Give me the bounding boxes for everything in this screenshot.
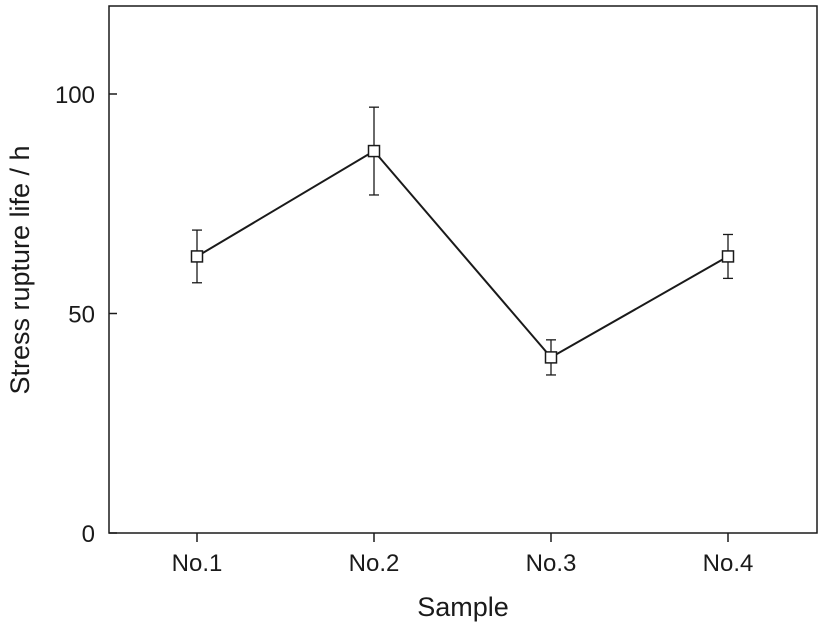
x-tick-label: No.2	[349, 550, 400, 577]
series-layer	[190, 106, 735, 376]
y-tick-label: 100	[55, 82, 95, 109]
series-line	[196, 149, 729, 359]
x-axis-title: Sample	[417, 592, 509, 622]
x-tick-label: No.1	[172, 550, 223, 577]
data-point-marker	[190, 250, 204, 263]
x-tick-label: No.4	[703, 550, 754, 577]
x-tick-label: No.3	[526, 550, 577, 577]
plot-frame	[108, 5, 818, 534]
data-point-marker	[544, 351, 558, 364]
y-tick-label: 0	[82, 521, 95, 548]
data-point-marker	[367, 144, 381, 158]
x-axis-ticks: No.1 No.2 No.3 No.4	[172, 533, 754, 577]
y-tick-label: 50	[68, 302, 95, 329]
y-axis-title: Stress rupture life / h	[5, 145, 35, 394]
data-point-marker	[721, 250, 735, 263]
y-axis-ticks: 0 50 100	[55, 82, 117, 548]
